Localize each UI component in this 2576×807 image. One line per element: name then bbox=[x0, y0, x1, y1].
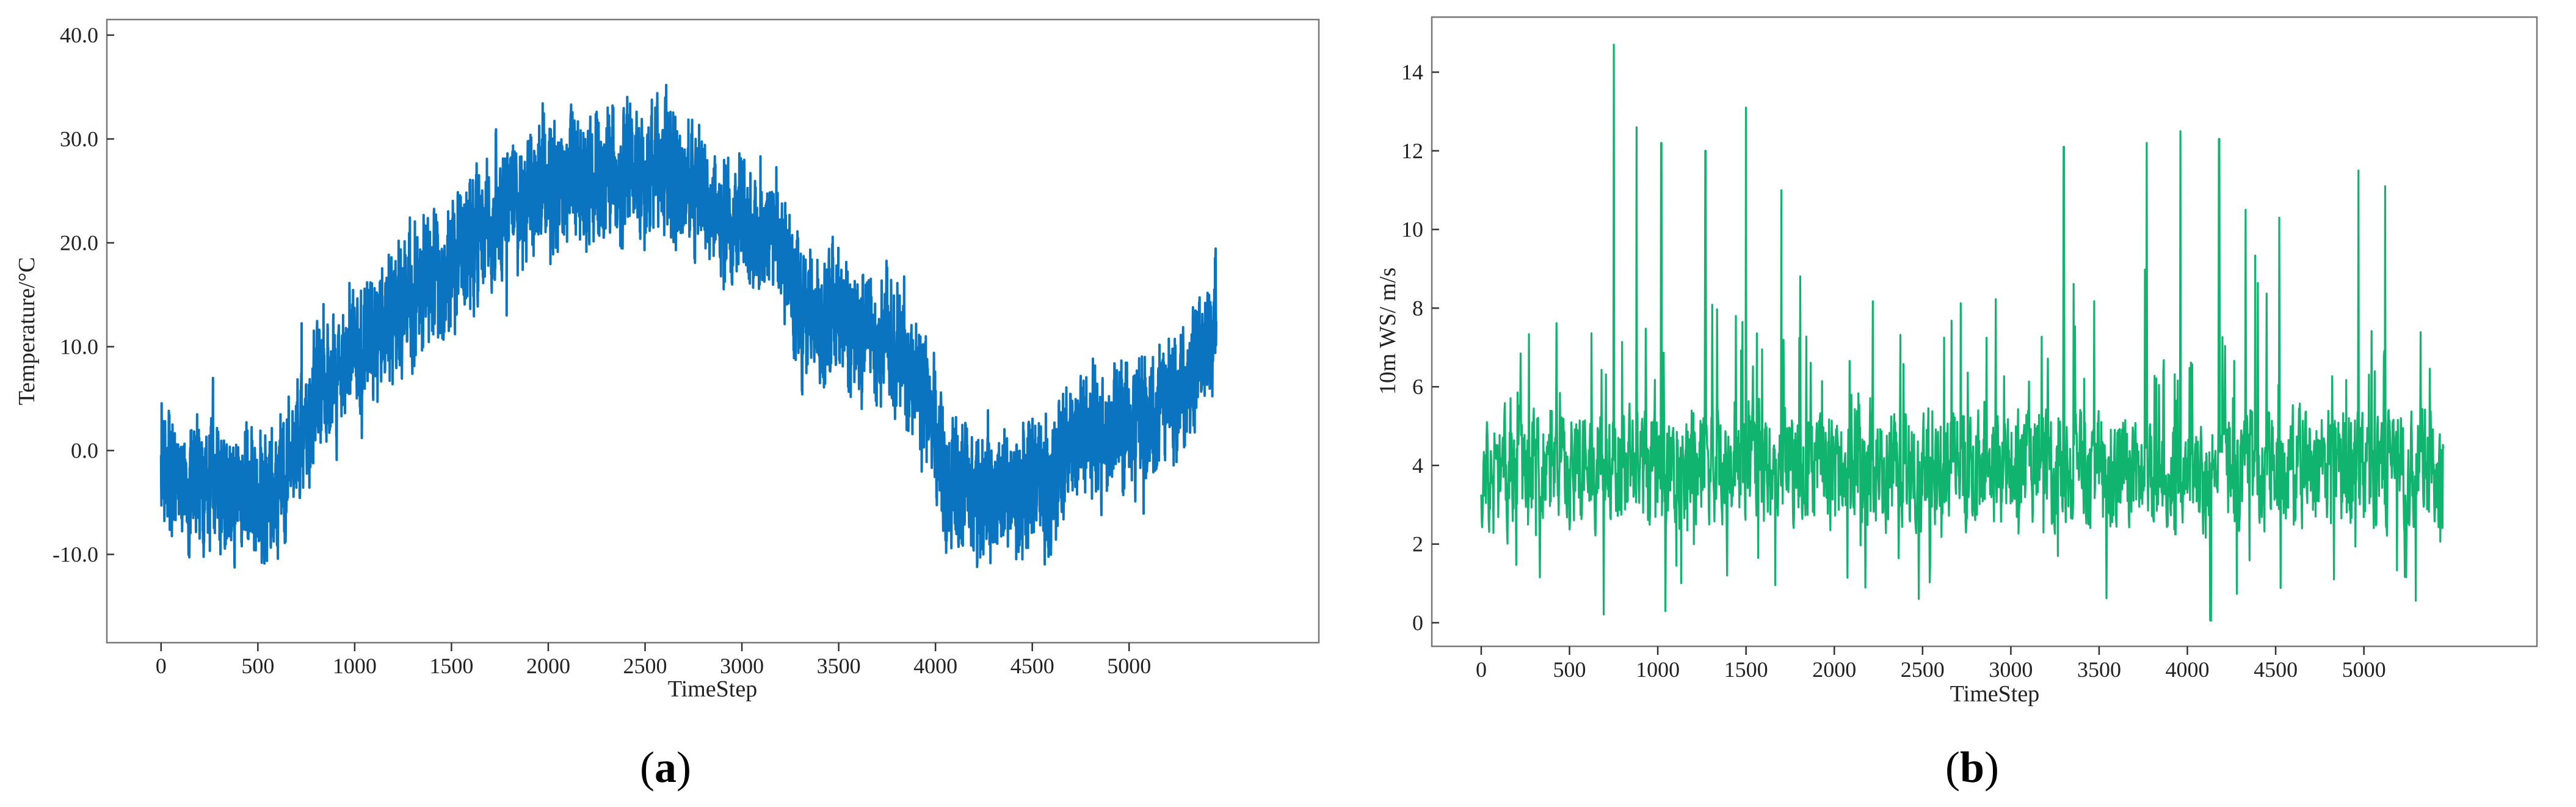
y-tick-label-a: 20.0 bbox=[60, 231, 98, 255]
y-axis-label-b: 10m WS/ m/s bbox=[1375, 268, 1401, 395]
x-tick-label-b: 4000 bbox=[2166, 657, 2210, 682]
y-tick-label-b: 2 bbox=[1412, 532, 1423, 557]
x-axis-label-a: TimeStep bbox=[668, 676, 757, 702]
panel-letter-a: a bbox=[655, 743, 677, 792]
x-tick-label-a: 500 bbox=[241, 654, 274, 678]
y-tick-label-b: 6 bbox=[1412, 374, 1423, 399]
wind-speed-chart: 0 2 4 6 8 10 12 14 0 500 1000 1500 2000 2500 3000 3500… bbox=[1375, 16, 2538, 792]
y-tick-label-a: 40.0 bbox=[60, 23, 98, 48]
x-tick-label-b: 3000 bbox=[1989, 657, 2033, 682]
x-tick-label-b: 500 bbox=[1553, 657, 1586, 682]
x-tick-label-a: 2000 bbox=[526, 654, 570, 678]
x-tick-label-b: 5000 bbox=[2342, 657, 2386, 682]
x-tick-label-b: 3500 bbox=[2077, 657, 2121, 682]
x-axis-b: 0 500 1000 1500 2000 2500 3000 3500 4000 4500 5000 bbox=[1476, 646, 2386, 682]
y-axis-a: -10.0 0.0 10.0 20.0 30.0 40.0 bbox=[53, 23, 114, 567]
x-tick-label-b: 1000 bbox=[1636, 657, 1680, 682]
x-tick-label-a: 0 bbox=[156, 654, 167, 678]
wind-speed-series-line bbox=[1480, 43, 2445, 622]
y-tick-label-b: 14 bbox=[1401, 60, 1423, 84]
x-tick-label-b: 1500 bbox=[1724, 657, 1768, 682]
y-tick-label-a: -10.0 bbox=[53, 542, 98, 567]
x-tick-label-a: 1500 bbox=[429, 654, 473, 678]
x-tick-label-b: 4500 bbox=[2254, 657, 2298, 682]
plot-frame-a bbox=[106, 18, 1320, 644]
x-tick-label-a: 3000 bbox=[720, 654, 764, 678]
y-tick-label-b: 8 bbox=[1412, 296, 1423, 320]
x-axis-a: 0 500 1000 1500 2000 2500 3000 3500 4000 4500 5000 bbox=[156, 643, 1151, 678]
y-axis-label-a: Temperature/°C bbox=[14, 257, 40, 406]
panel-label-a: (a) bbox=[640, 743, 691, 792]
y-tick-label-a: 10.0 bbox=[60, 335, 98, 359]
x-tick-label-a: 5000 bbox=[1107, 654, 1151, 678]
y-tick-label-a: 0.0 bbox=[71, 439, 98, 463]
y-tick-label-b: 0 bbox=[1412, 610, 1423, 635]
temperature-series-line bbox=[159, 84, 1217, 569]
x-axis-label-b: TimeStep bbox=[1950, 681, 2039, 707]
y-tick-label-b: 4 bbox=[1412, 453, 1423, 478]
plot-frame-b bbox=[1431, 16, 2538, 648]
x-tick-label-b: 2500 bbox=[1901, 657, 1945, 682]
x-tick-label-a: 3500 bbox=[817, 654, 861, 678]
y-tick-label-b: 12 bbox=[1401, 139, 1423, 163]
temperature-chart: -10.0 0.0 10.0 20.0 30.0 40.0 0 500 1000 1500 200… bbox=[14, 18, 1320, 792]
x-tick-label-a: 4500 bbox=[1010, 654, 1054, 678]
y-axis-b: 0 2 4 6 8 10 12 14 bbox=[1401, 60, 1439, 635]
x-tick-label-a: 2500 bbox=[623, 654, 667, 678]
x-tick-label-b: 0 bbox=[1476, 657, 1487, 682]
y-tick-label-a: 30.0 bbox=[60, 127, 98, 152]
x-tick-label-a: 1000 bbox=[333, 654, 377, 678]
x-tick-label-a: 4000 bbox=[913, 654, 957, 678]
x-tick-label-b: 2000 bbox=[1812, 657, 1856, 682]
panel-label-b: (b) bbox=[1945, 743, 1999, 792]
y-tick-label-b: 10 bbox=[1401, 217, 1423, 242]
panel-letter-b: b bbox=[1960, 743, 1984, 792]
